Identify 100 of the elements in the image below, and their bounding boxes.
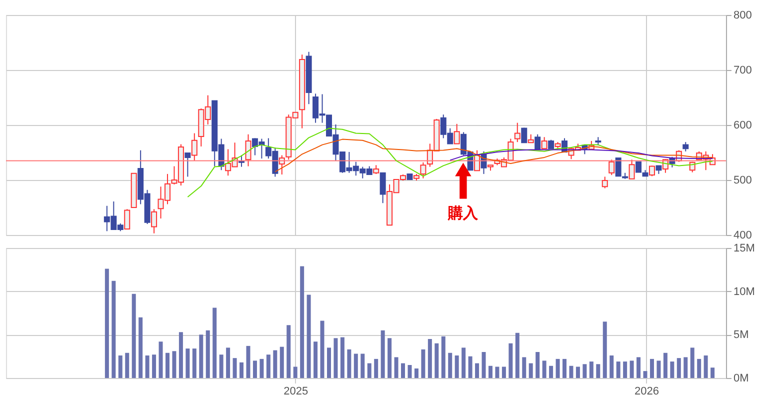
candlestick [420,162,426,179]
bar [394,357,398,378]
bar [448,352,452,378]
y-tick-label: 600 [734,120,752,132]
bar [388,338,392,378]
bar [380,330,385,378]
bar [266,354,270,378]
candlestick [245,134,252,167]
bar [273,350,278,378]
bar [508,343,513,378]
y-tick-label: 400 [734,230,752,242]
bar [138,317,143,378]
bar [293,366,298,378]
bar [596,364,600,378]
bar [704,355,708,378]
bar [165,352,170,378]
bar [515,332,520,378]
bar [602,322,607,378]
bar [118,355,122,378]
bar [104,268,109,378]
bar [562,358,567,378]
bar [650,358,654,378]
y-tick-label: 800 [734,10,752,22]
bar [488,366,492,378]
bar [441,336,446,378]
bar [502,366,506,378]
bar [240,362,244,378]
candlestick [602,176,608,189]
bar [542,360,546,378]
bar [676,358,681,378]
bar [569,366,574,378]
y-tick-label: 10M [734,286,755,298]
bar [286,325,291,378]
bar [522,357,526,378]
bar [536,352,540,378]
x-tick-label: 2025 [284,386,308,398]
bar [132,294,136,378]
bar [125,352,130,378]
bar [475,363,480,378]
bar [260,358,264,378]
bar [428,339,432,378]
bar [589,362,594,378]
bar [656,360,661,378]
bar [663,352,668,378]
bar [158,342,163,378]
candlestick [608,159,615,176]
bar [495,366,500,378]
y-tick-label: 500 [734,174,752,186]
bar [280,346,284,378]
bar [152,354,156,378]
bar [306,294,311,378]
candlestick [514,122,520,143]
y-tick-label: 0M [734,372,749,384]
bar [623,362,628,378]
bar [576,366,580,378]
candlestick [380,172,386,204]
bar [360,354,365,378]
bar [582,364,587,378]
bar [643,371,648,378]
candlestick [191,132,198,162]
bar [414,368,418,378]
bar [690,348,694,378]
bar [219,354,224,378]
bar [112,280,116,378]
bar [320,320,324,378]
bar [630,360,634,378]
bar [300,266,304,378]
bar [670,362,674,378]
candlestick [521,127,528,144]
bar [454,355,459,378]
bar [468,356,472,378]
candlestick [541,136,548,150]
bar [334,338,338,378]
bar [636,357,641,378]
bar [367,363,372,378]
bar [326,348,331,378]
bar [434,343,439,378]
candlestick [682,142,689,152]
bar [710,368,715,378]
bar [340,337,344,378]
bar [178,332,183,378]
bar [421,349,426,378]
bar [528,363,533,378]
candlestick [184,152,191,178]
candlestick [534,134,541,150]
bar [212,308,217,378]
bar [226,348,230,378]
bar [549,366,554,378]
bar [246,346,250,378]
bar [482,352,486,378]
bar [232,358,237,378]
bar [206,330,210,378]
candlestick [454,123,460,144]
bar [145,355,150,378]
candlestick [628,159,635,180]
bar [610,355,614,378]
bar [408,365,412,378]
y-tick-label: 15M [734,242,755,254]
x-tick-label: 2026 [634,386,659,398]
bar [374,358,378,378]
